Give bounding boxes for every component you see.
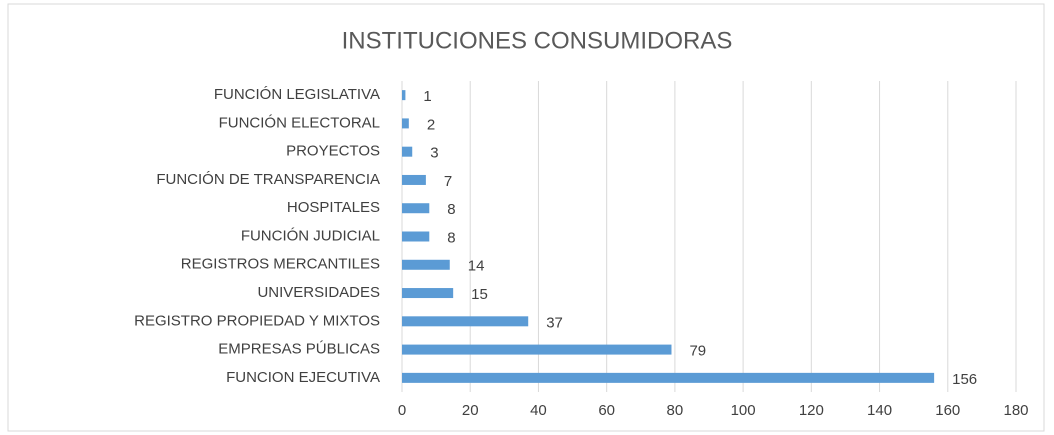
y-tick-label: FUNCIÓN DE TRANSPARENCIA [156, 171, 380, 188]
bar [402, 90, 406, 101]
chart-title: INSTITUCIONES CONSUMIDORAS [342, 27, 733, 54]
data-label: 8 [447, 229, 455, 246]
bar [402, 174, 426, 185]
x-tick-label: 0 [398, 402, 406, 419]
x-tick-label: 120 [799, 402, 824, 419]
data-label: 8 [447, 201, 455, 218]
x-tick-label: 20 [462, 402, 479, 419]
bar [402, 118, 409, 129]
x-tick-label: 140 [867, 402, 892, 419]
data-label: 2 [427, 116, 435, 133]
bar [402, 146, 413, 157]
data-label: 37 [546, 314, 563, 331]
y-tick-label: PROYECTOS [286, 143, 380, 160]
x-tick-label: 160 [935, 402, 960, 419]
bar [402, 288, 454, 299]
bar [402, 372, 935, 383]
y-tick-label: REGISTROS MERCANTILES [181, 256, 380, 273]
y-tick-label: FUNCIÓN ELECTORAL [219, 114, 380, 131]
y-tick-label: FUNCIÓN JUDICIAL [241, 227, 380, 244]
data-label: 156 [952, 371, 977, 388]
data-label: 7 [444, 173, 452, 190]
x-tick-label: 60 [598, 402, 615, 419]
bar [402, 231, 430, 242]
data-label: 15 [471, 286, 488, 303]
chart-border [7, 3, 1045, 432]
x-tick-label: 180 [1003, 402, 1028, 419]
data-label: 79 [689, 343, 706, 360]
bar [402, 316, 529, 327]
y-tick-label: FUNCION EJECUTIVA [226, 369, 380, 386]
y-tick-label: EMPRESAS PÚBLICAS [218, 341, 380, 358]
y-tick-label: REGISTRO PROPIEDAD Y MIXTOS [134, 312, 380, 329]
y-tick-label: UNIVERSIDADES [257, 284, 380, 301]
x-tick-label: 80 [667, 402, 684, 419]
bar [402, 259, 450, 270]
bar [402, 344, 672, 355]
y-tick-label: HOSPITALES [287, 199, 380, 216]
x-tick-label: 100 [731, 402, 756, 419]
x-tick-label: 40 [530, 402, 547, 419]
data-label: 14 [468, 258, 485, 275]
y-tick-label: FUNCIÓN LEGISLATIVA [214, 86, 380, 103]
data-label: 1 [423, 88, 431, 105]
data-label: 3 [430, 145, 438, 162]
bar [402, 203, 430, 214]
